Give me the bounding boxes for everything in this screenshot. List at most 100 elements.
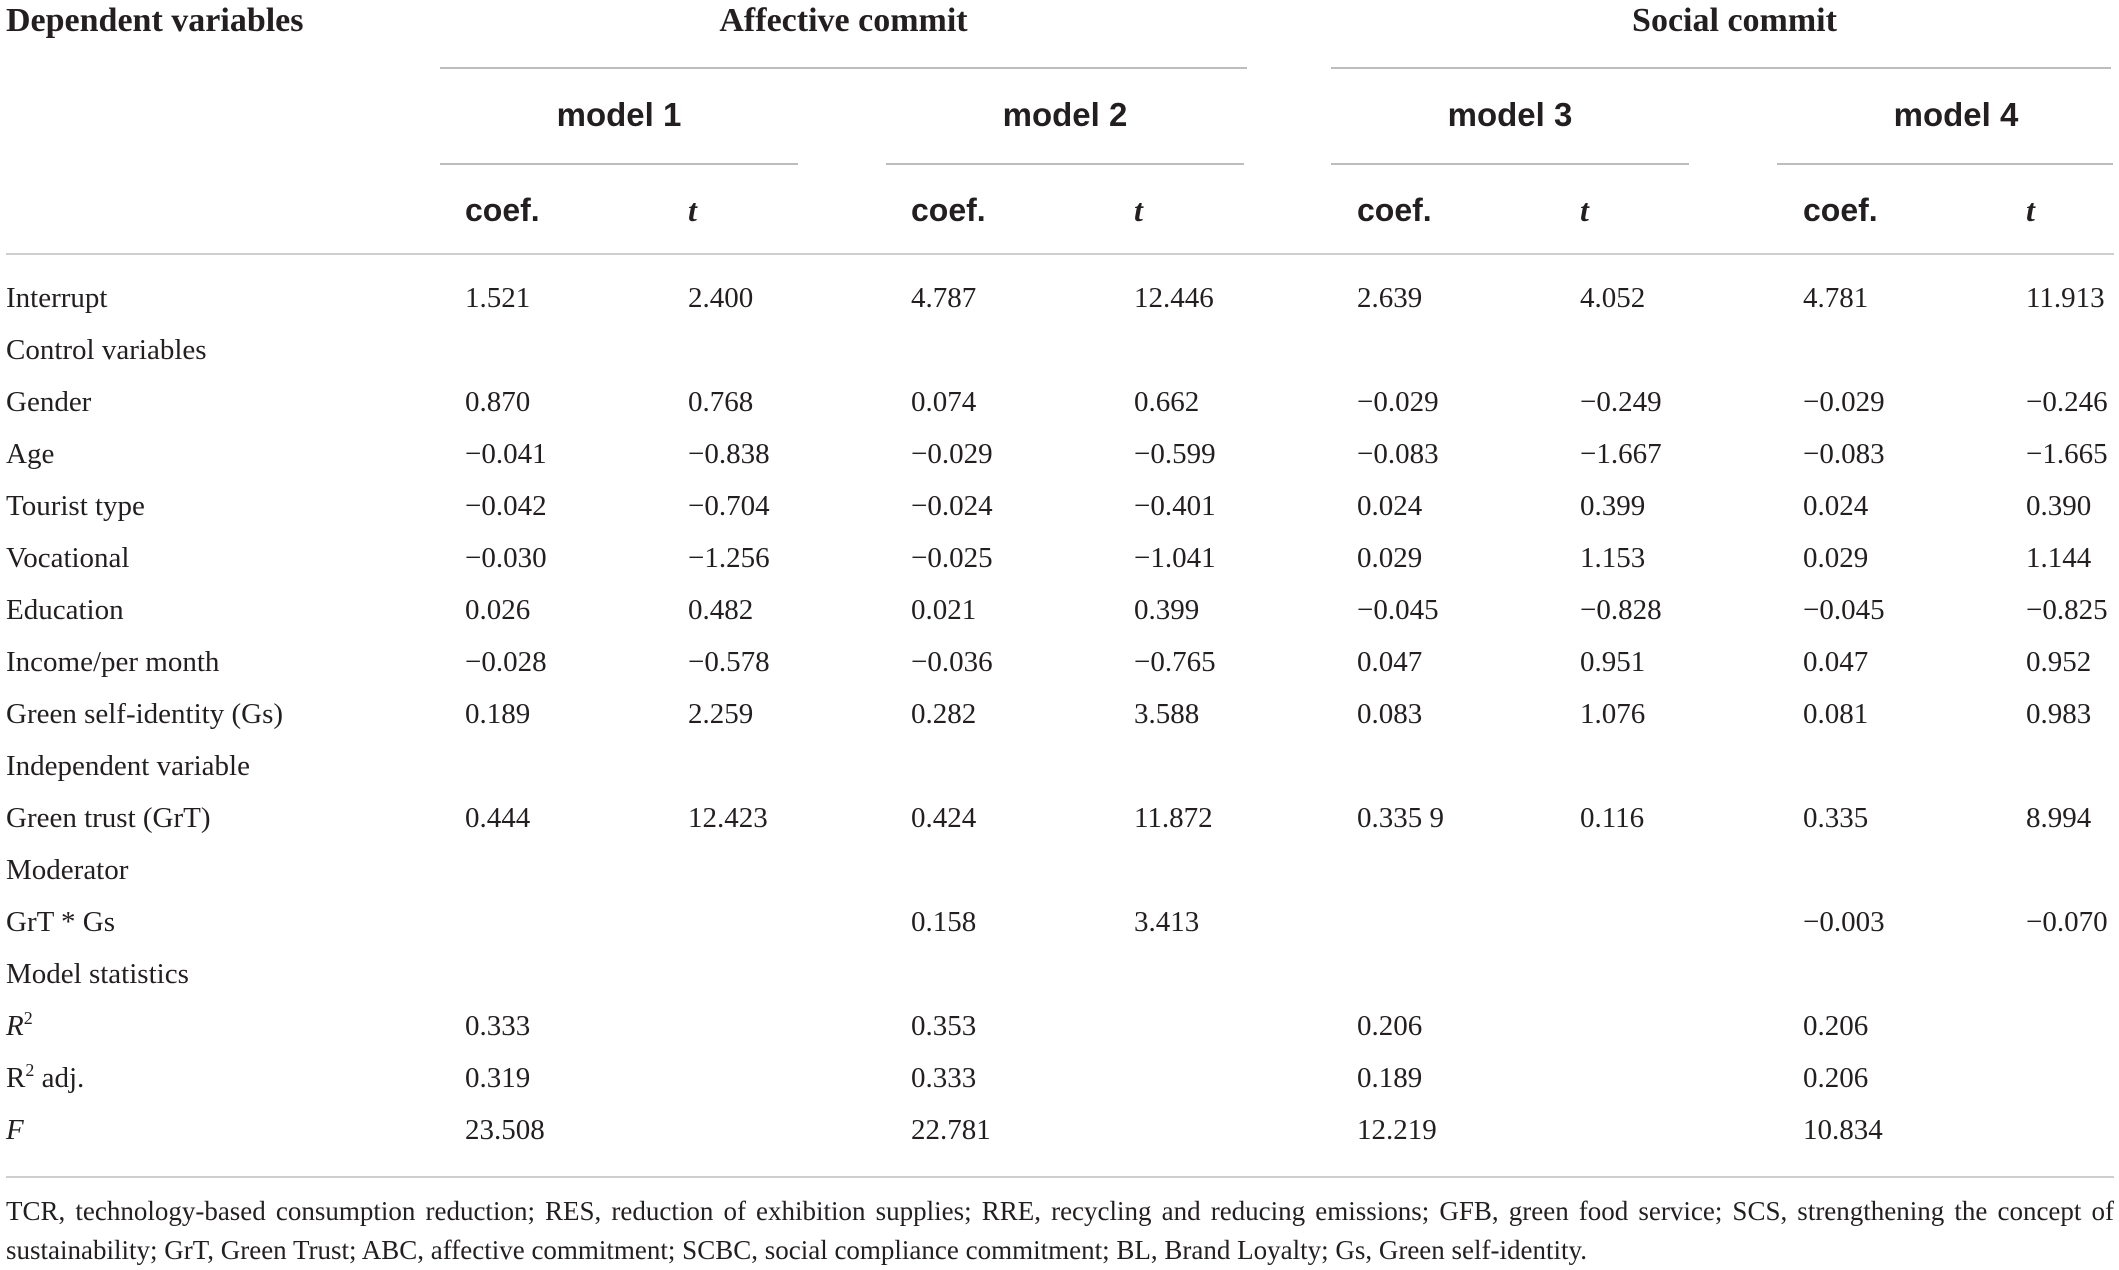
- table-cell: 0.399: [1580, 490, 1646, 522]
- table-cell: −0.041: [465, 438, 547, 470]
- table-cell: −1.041: [1134, 542, 1216, 574]
- row-label-text: Model statistics: [6, 958, 189, 990]
- table-cell: 0.029: [1357, 542, 1423, 574]
- row-label-text: R: [6, 1062, 26, 1094]
- row-label-text: Green self-identity (Gs): [6, 698, 284, 730]
- table-cell: −1.256: [688, 542, 770, 574]
- table-cell: 8.994: [2026, 802, 2092, 834]
- model-header-1: model 1: [556, 96, 682, 133]
- table-cell: 0.029: [1803, 542, 1869, 574]
- table-cell: 12.219: [1357, 1114, 1437, 1146]
- table-cell: 0.081: [1803, 698, 1869, 730]
- table-cell: 0.189: [1357, 1062, 1423, 1094]
- model-header-3: model 3: [1447, 96, 1573, 133]
- table-cell: 0.021: [911, 594, 977, 626]
- table-cell: 0.768: [688, 386, 754, 418]
- table-cell: 4.052: [1580, 282, 1646, 314]
- row-label: R2: [6, 1009, 33, 1042]
- table-cell: −0.024: [911, 490, 993, 522]
- row-label: Control variables: [6, 336, 207, 365]
- table-cell: −0.246: [2026, 386, 2108, 418]
- table-cell: 0.983: [2026, 698, 2092, 730]
- table-cell: 0.353: [911, 1010, 977, 1042]
- table-cell: 0.482: [688, 594, 754, 626]
- model-underline-3: [1331, 163, 1689, 165]
- row-label: GrT * Gs: [6, 908, 115, 937]
- t-header-1: t: [688, 192, 697, 228]
- row-label-text: R: [6, 1010, 24, 1042]
- row-label-text: Vocational: [6, 542, 130, 574]
- coef-header-4: coef.: [1803, 192, 1878, 228]
- table-cell: −0.578: [688, 646, 770, 678]
- table-cell: 4.787: [911, 282, 977, 314]
- table-cell: 0.024: [1357, 490, 1423, 522]
- table-cell: 3.413: [1134, 906, 1200, 938]
- table-cell: 0.206: [1357, 1010, 1423, 1042]
- table-cell: 10.834: [1803, 1114, 1883, 1146]
- table-cell: 0.189: [465, 698, 531, 730]
- row-label: Income/per month: [6, 648, 219, 677]
- row-label: Model statistics: [6, 960, 189, 989]
- table-cell: 0.026: [465, 594, 531, 626]
- table-cell: −0.083: [1803, 438, 1885, 470]
- table-cell: −0.029: [1803, 386, 1885, 418]
- row-label: Vocational: [6, 544, 130, 573]
- table-cell: 0.952: [2026, 646, 2092, 678]
- table-cell: 1.153: [1580, 542, 1646, 574]
- table-cell: 2.400: [688, 282, 754, 314]
- table-cell: 2.259: [688, 698, 754, 730]
- table-cell: −0.030: [465, 542, 547, 574]
- row-label-text: Income/per month: [6, 646, 220, 678]
- row-label-text: Education: [6, 594, 124, 626]
- row-label-text: Tourist type: [6, 490, 145, 522]
- table-cell: 0.047: [1357, 646, 1423, 678]
- table-cell: 0.662: [1134, 386, 1200, 418]
- table-bottom-rule: [6, 1176, 2114, 1178]
- table-cell: 0.074: [911, 386, 977, 418]
- coef-header-3: coef.: [1357, 192, 1432, 228]
- table-cell: 0.335 9: [1357, 802, 1444, 834]
- table-cell: −0.401: [1134, 490, 1216, 522]
- table-cell: 1.076: [1580, 698, 1646, 730]
- table-cell: 0.333: [911, 1062, 977, 1094]
- table-cell: 0.399: [1134, 594, 1200, 626]
- model-underline-1: [440, 163, 798, 165]
- table-cell: −0.083: [1357, 438, 1439, 470]
- row-label: Age: [6, 440, 54, 469]
- table-cell: 0.951: [1580, 646, 1646, 678]
- table-cell: 0.047: [1803, 646, 1869, 678]
- table-cell: −0.042: [465, 490, 547, 522]
- table-cell: −0.070: [2026, 906, 2108, 938]
- table-cell: −0.045: [1803, 594, 1885, 626]
- table-cell: 4.781: [1803, 282, 1869, 314]
- row-label: Independent variable: [6, 752, 250, 781]
- row-label-text: Green trust (GrT): [6, 802, 211, 834]
- table-cell: −0.029: [911, 438, 993, 470]
- table-cell: −0.036: [911, 646, 993, 678]
- coef-header-1: coef.: [465, 192, 540, 228]
- row-label-text: Moderator: [6, 854, 129, 886]
- row-label: Tourist type: [6, 492, 145, 521]
- table-cell: 0.335: [1803, 802, 1869, 834]
- table-cell: −0.249: [1580, 386, 1662, 418]
- group-underline-affective: [440, 67, 1247, 69]
- table-cell: 0.206: [1803, 1062, 1869, 1094]
- row-label-text: Gender: [6, 386, 92, 418]
- table-cell: 11.913: [2026, 282, 2105, 314]
- dependent-variables-header: Dependent variables: [6, 2, 304, 39]
- row-label-text: Control variables: [6, 334, 207, 366]
- model-header-4: model 4: [1893, 96, 2019, 133]
- table-cell: −0.599: [1134, 438, 1216, 470]
- table-cell: 23.508: [465, 1114, 545, 1146]
- table-cell: −0.045: [1357, 594, 1439, 626]
- table-cell: −0.003: [1803, 906, 1885, 938]
- table-cell: 0.333: [465, 1010, 531, 1042]
- row-label-text: GrT * Gs: [6, 906, 116, 938]
- table-cell: −1.665: [2026, 438, 2108, 470]
- table-cell: 0.282: [911, 698, 977, 730]
- table-cell: 1.521: [465, 282, 531, 314]
- row-label: Education: [6, 596, 124, 625]
- t-header-2: t: [1134, 192, 1143, 228]
- table-cell: 0.870: [465, 386, 531, 418]
- table-cell: −0.828: [1580, 594, 1662, 626]
